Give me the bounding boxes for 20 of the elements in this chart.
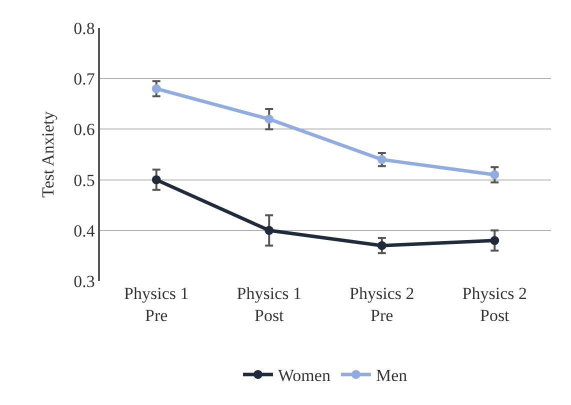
x-tick-label: Physics 1 Pre [124,284,189,326]
x-tick-label: Physics 2 Post [462,284,527,326]
x-tick-label: Physics 1 Post [236,284,302,326]
y-axis-title: Test Anxiety [38,110,58,198]
point [152,175,161,184]
y-tick-label: 0.4 [74,221,96,240]
y-tick-label: 0.5 [74,170,95,190]
x-tick-label: Physics 2 Pre [350,284,414,326]
point [264,226,274,235]
point [490,236,500,246]
y-tick-label: 0.3 [74,272,95,291]
legend-label: Women [278,366,331,386]
point [490,170,500,180]
point [152,84,161,94]
y-tick-label: 0.8 [74,18,95,38]
y-tick-label: 0.6 [74,120,95,140]
point [377,241,386,250]
point [264,114,274,124]
y-tick-label: 0.7 [74,70,96,89]
legend-label: Men [376,366,408,386]
